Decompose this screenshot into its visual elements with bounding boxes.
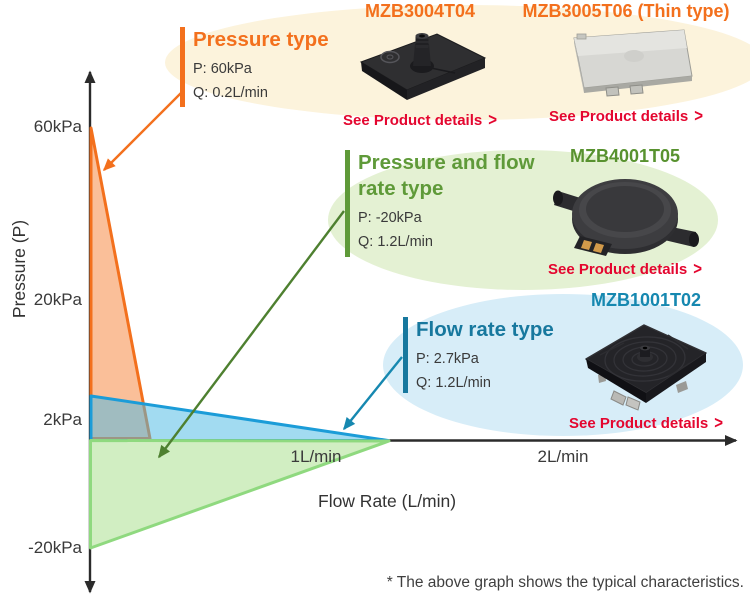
y-tick-2kpa: 2kPa	[43, 410, 82, 429]
see-product-details-link-mzb3005t06[interactable]: See Product details >	[549, 106, 703, 127]
pressure-flow-type-title-line1: Pressure and flow	[358, 151, 535, 174]
flow-rate-type-area	[89, 394, 390, 442]
y-tick-60kpa: 60kPa	[33, 117, 82, 136]
product-image-mzb1001t02	[585, 324, 707, 411]
x-tick-1lmin: 1L/min	[290, 447, 342, 466]
product-mzb1001t02: MZB1001T02 See Product details >	[566, 290, 726, 434]
chevron-right-icon: >	[714, 413, 723, 434]
x-axis-title: Flow Rate (L/min)	[318, 491, 457, 511]
pressure-type-title: Pressure type	[193, 28, 329, 51]
pressure-type-p-value: P: 60kPa	[193, 61, 252, 77]
see-product-details-link-mzb1001t02[interactable]: See Product details >	[569, 413, 723, 434]
pressure-flow-type-pointer-arrow	[158, 210, 345, 459]
flow-type-callout: Flow rate type P: 2.7kPa Q: 1.2L/min	[403, 317, 554, 393]
product-image-mzb4001t05	[553, 179, 699, 256]
flow-type-title: Flow rate type	[416, 318, 554, 341]
pressure-flow-type-p-value: P: -20kPa	[358, 210, 422, 226]
chevron-right-icon: >	[694, 106, 703, 127]
product-mzb3005t06: MZB3005T06 (Thin type) See Product detai…	[498, 1, 750, 127]
flow-type-q-value: Q: 1.2L/min	[416, 375, 491, 391]
link-label: See Product details	[549, 108, 689, 125]
pressure-flow-type-callout: Pressure and flow rate type P: -20kPa Q:…	[345, 150, 535, 257]
y-tick-minus20kpa: -20kPa	[28, 538, 82, 557]
pressure-flow-type-q-value: Q: 1.2L/min	[358, 234, 433, 250]
flow-type-pointer-arrow	[343, 356, 403, 431]
footnote: * The above graph shows the typical char…	[386, 574, 744, 591]
link-label: See Product details	[343, 112, 483, 129]
pressure-flow-type-title-line2: rate type	[358, 177, 444, 200]
chevron-right-icon: >	[488, 110, 497, 131]
product-mzb4001t05: MZB4001T05 See Product details >	[545, 146, 705, 280]
callout-accent-bar	[180, 27, 185, 107]
y-axis-title: Pressure (P)	[9, 219, 29, 319]
see-product-details-link-mzb4001t05[interactable]: See Product details >	[548, 259, 702, 280]
y-tick-20kpa: 20kPa	[33, 290, 82, 309]
pressure-type-pointer-arrow	[102, 92, 182, 172]
link-label: See Product details	[569, 415, 709, 432]
pressure-flow-type-area	[89, 439, 391, 550]
product-name-mzb4001t05: MZB4001T05	[569, 146, 681, 166]
pressure-type-callout: Pressure type P: 60kPa Q: 0.2L/min	[180, 27, 329, 107]
x-tick-2lmin: 2L/min	[537, 447, 589, 466]
product-name-mzb1001t02: MZB1001T02	[590, 290, 702, 310]
flow-type-p-value: P: 2.7kPa	[416, 351, 479, 367]
product-name-mzb3005t06: MZB3005T06 (Thin type)	[522, 1, 730, 21]
pressure-type-area	[89, 126, 152, 440]
link-label: See Product details	[548, 261, 688, 278]
see-product-details-link-mzb3004t04[interactable]: See Product details >	[343, 110, 497, 131]
product-image-mzb3005t06	[573, 29, 693, 97]
callout-accent-bar	[403, 317, 408, 393]
product-name-mzb3004t04: MZB3004T04	[364, 1, 476, 21]
product-image-mzb3004t04	[359, 33, 487, 100]
callout-accent-bar	[345, 150, 350, 257]
product-mzb3004t04: MZB3004T04 See Product details >	[340, 1, 500, 131]
chevron-right-icon: >	[693, 259, 702, 280]
pressure-type-q-value: Q: 0.2L/min	[193, 85, 268, 101]
